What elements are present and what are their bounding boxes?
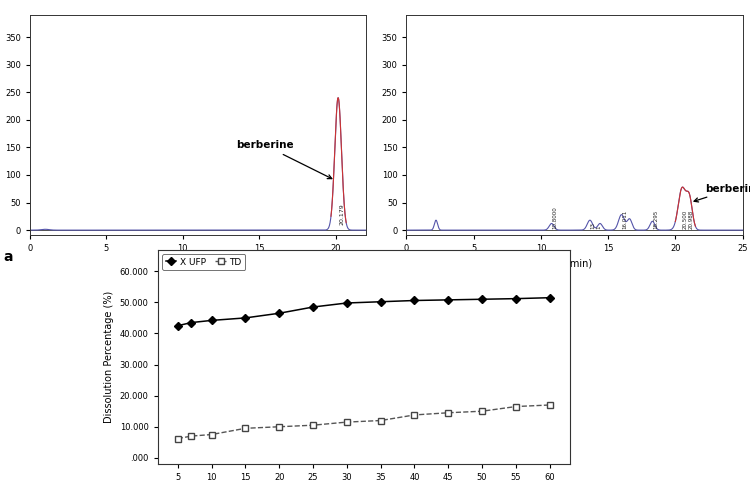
Text: berberine: berberine	[694, 184, 750, 202]
X UFP	[308, 304, 317, 310]
Text: 16.011: 16.011	[622, 210, 627, 229]
X UFP	[545, 295, 554, 301]
TD	[308, 422, 317, 428]
Text: 20.179: 20.179	[339, 203, 344, 225]
TD	[376, 418, 386, 424]
Text: 13
1: 13 1	[590, 222, 602, 229]
Text: 10.8000: 10.8000	[552, 206, 557, 229]
Y-axis label: Dissolution Percentage (%): Dissolution Percentage (%)	[104, 290, 114, 423]
Text: a: a	[3, 250, 13, 264]
X UFP	[207, 317, 216, 323]
TD	[342, 419, 351, 425]
X UFP	[274, 310, 284, 316]
Text: berberine: berberine	[236, 141, 332, 179]
X UFP	[410, 297, 419, 303]
X-axis label: T (min): T (min)	[557, 258, 592, 268]
TD	[274, 424, 284, 430]
X UFP	[376, 299, 386, 305]
TD	[173, 436, 182, 442]
Line: X UFP: X UFP	[175, 295, 553, 328]
Text: 18.295: 18.295	[653, 210, 658, 229]
X UFP	[187, 319, 196, 325]
TD	[241, 425, 250, 431]
X-axis label: T (min): T (min)	[181, 258, 215, 268]
Text: b: b	[386, 250, 396, 264]
Text: 20.500
20.988: 20.500 20.988	[682, 210, 694, 229]
TD	[207, 432, 216, 438]
Line: TD: TD	[175, 402, 553, 441]
TD	[478, 408, 487, 414]
TD	[512, 404, 520, 410]
TD	[410, 412, 419, 418]
X UFP	[173, 323, 182, 329]
X UFP	[241, 315, 250, 321]
TD	[444, 410, 453, 416]
X UFP	[478, 296, 487, 302]
TD	[187, 433, 196, 439]
X UFP	[342, 300, 351, 306]
X UFP	[444, 297, 453, 303]
Legend: X UFP, TD: X UFP, TD	[162, 254, 245, 270]
TD	[545, 402, 554, 408]
X UFP	[512, 295, 520, 301]
